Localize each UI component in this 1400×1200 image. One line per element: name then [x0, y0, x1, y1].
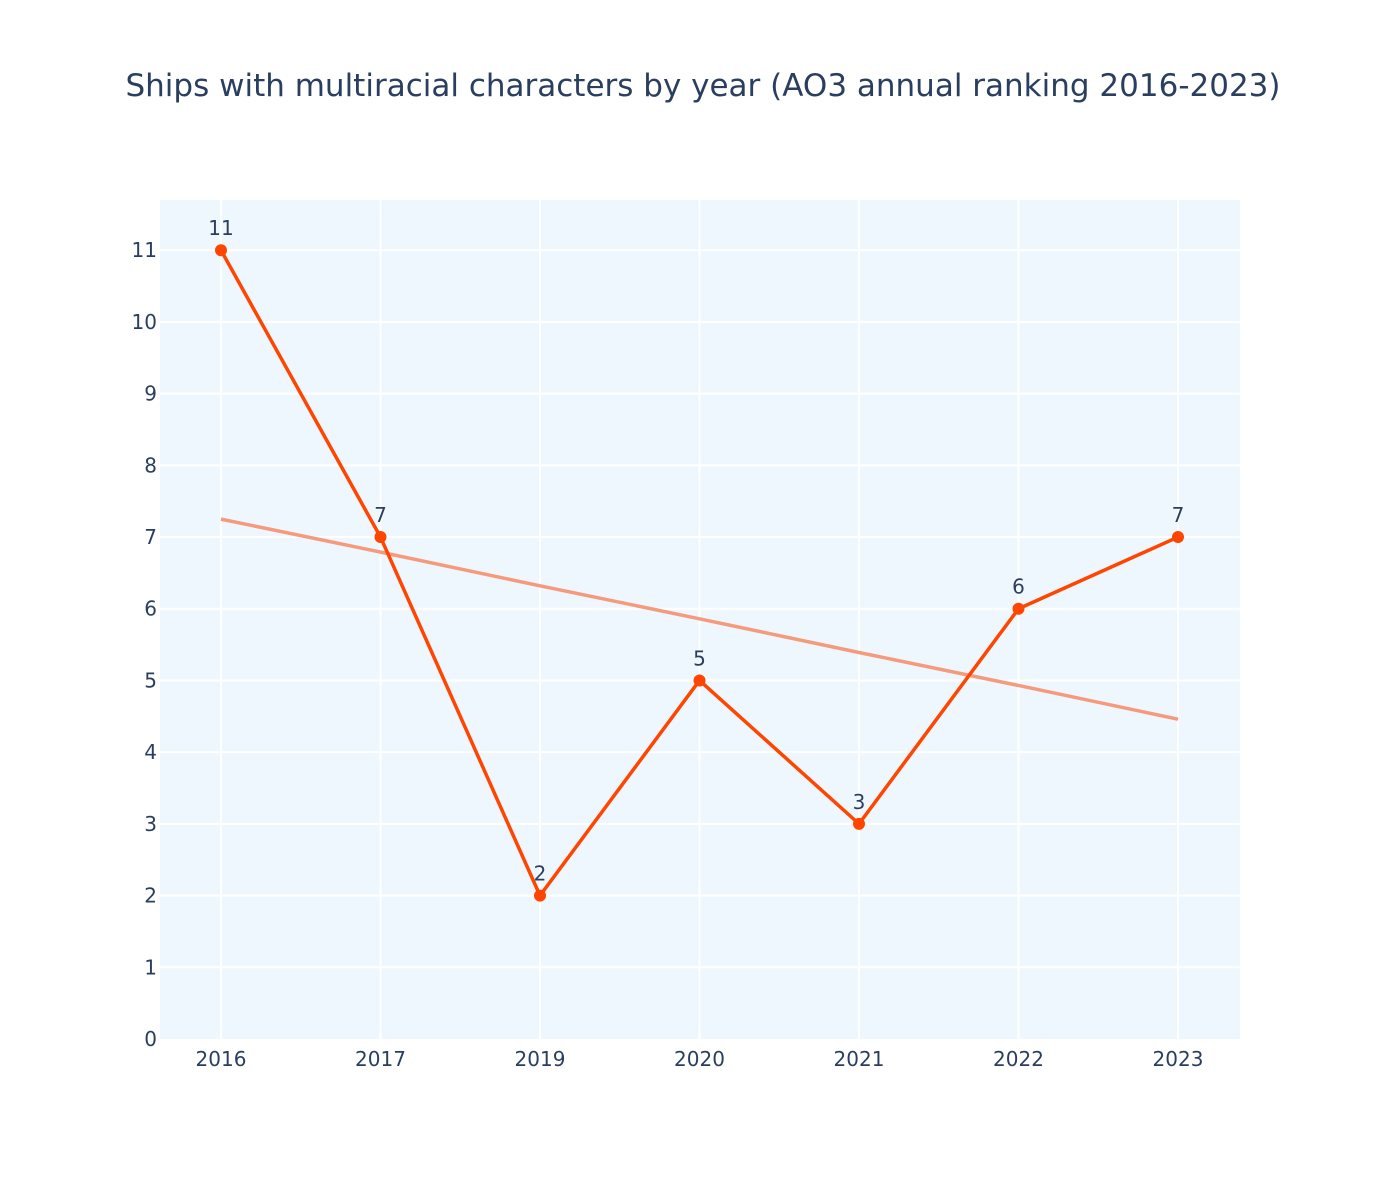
- data-point: [853, 817, 865, 830]
- data-label: 7: [374, 503, 387, 527]
- data-label: 7: [1172, 503, 1185, 527]
- series-layer: [215, 244, 1184, 902]
- y-tick-label: 0: [144, 1027, 157, 1051]
- trendline-layer: [220, 517, 1179, 721]
- y-tick-label: 2: [144, 884, 157, 908]
- y-tick-label: 8: [144, 453, 157, 477]
- y-tick-label: 7: [144, 525, 157, 549]
- y-tick-label: 10: [132, 310, 157, 334]
- y-tick-label: 6: [144, 597, 157, 621]
- data-point: [374, 531, 387, 544]
- data-label: 2: [534, 862, 547, 886]
- chart-title: Ships with multiracial characters by yea…: [125, 68, 1281, 104]
- data-point: [1172, 531, 1184, 544]
- data-point: [693, 674, 706, 687]
- x-tick-label: 2021: [834, 1047, 885, 1071]
- x-tick-label: 2016: [196, 1047, 247, 1071]
- x-tick-label: 2023: [1153, 1047, 1204, 1071]
- y-tick-label: 9: [144, 382, 157, 406]
- data-point: [215, 244, 227, 257]
- y-axis: 0 1 2 3 4 5 6 7 8 9 10 11: [132, 238, 157, 1051]
- data-label: 6: [1012, 575, 1025, 599]
- x-tick-label: 2019: [515, 1047, 566, 1071]
- data-labels: 11 7 2 5 3 6 7: [208, 216, 1184, 885]
- data-point: [1012, 602, 1025, 615]
- trendline: [220, 517, 1179, 721]
- grid: [160, 200, 1240, 1039]
- y-tick-label: 1: [144, 955, 157, 979]
- y-tick-label: 5: [144, 668, 157, 692]
- data-point: [534, 889, 546, 902]
- data-label: 11: [208, 216, 233, 240]
- x-tick-label: 2022: [993, 1047, 1044, 1071]
- y-tick-label: 4: [144, 740, 157, 764]
- x-tick-label: 2017: [355, 1047, 406, 1071]
- y-tick-label: 11: [132, 238, 157, 262]
- y-tick-label: 3: [144, 812, 157, 836]
- x-axis: 2016 2017 2019 2020 2021 2022 2023: [196, 1047, 1204, 1071]
- x-tick-label: 2020: [674, 1047, 725, 1071]
- data-label: 3: [853, 790, 866, 814]
- data-label: 5: [693, 646, 706, 670]
